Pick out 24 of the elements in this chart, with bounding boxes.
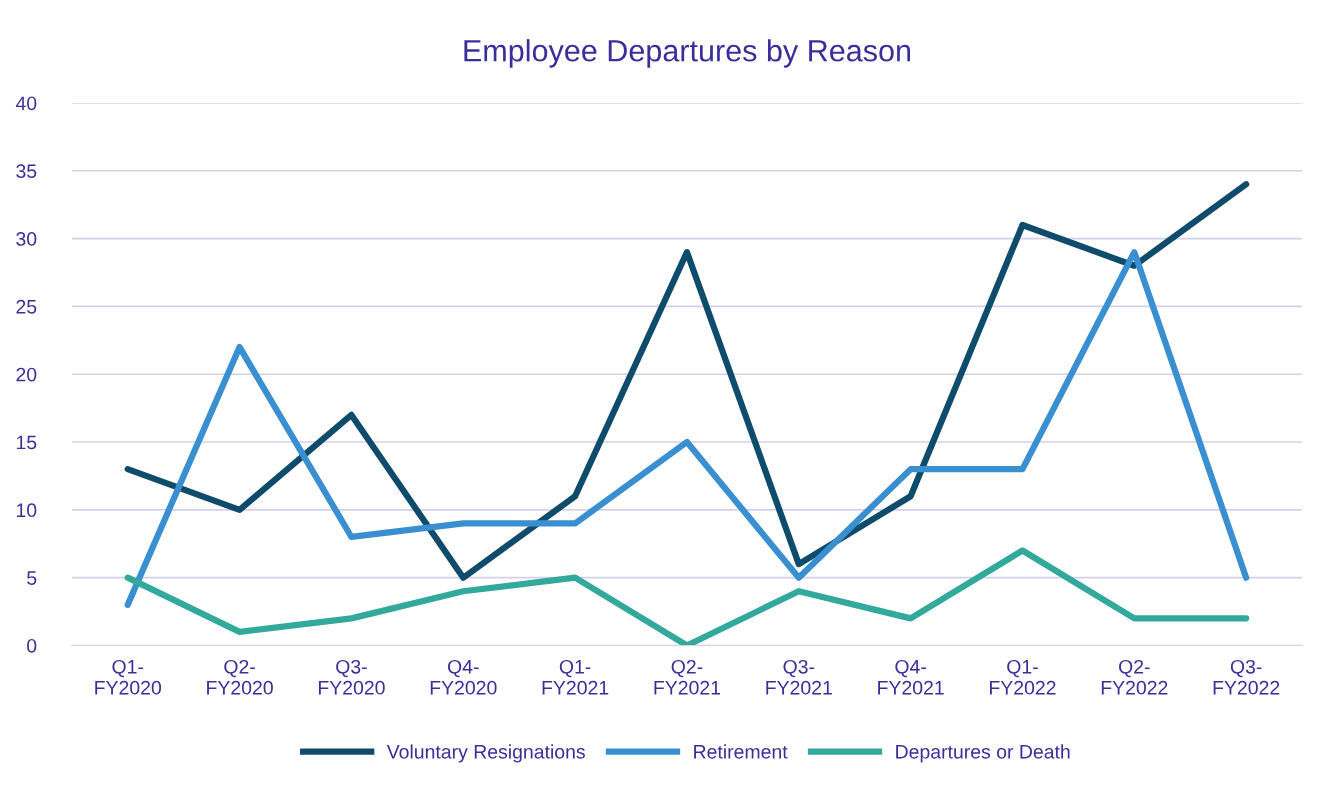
x-tick-label: Q3- FY2022 [1213,659,1280,695]
y-tick-label: 40 [15,96,37,111]
x-tick-label: Q2- FY2021 [654,659,721,695]
x-tick-label: Q1- FY2022 [990,659,1056,695]
y-tick-label: 35 [16,164,37,179]
y-tick-label: 0 [27,638,37,653]
x-tick-label: Q3- FY2021 [766,659,832,695]
chart-title: Employee Departures by Reason [464,39,911,68]
legend-label: Voluntary Resignations [386,744,585,763]
y-tick-label: 10 [16,503,37,518]
legend-label: Retirement [694,744,788,759]
y-tick-label: 20 [16,367,37,382]
x-tick-label: Q2- FY2022 [1101,659,1168,695]
x-tick-label: Q4- FY2021 [878,659,944,695]
y-tick-label: 15 [16,435,37,450]
x-tick-label: Q3- FY2020 [318,659,385,695]
x-tick-label: Q2- FY2020 [207,659,273,695]
x-tick-label: Q4- FY2020 [430,659,497,695]
y-tick-label: 25 [16,299,37,314]
legend-label: Departures or Death [896,744,1070,763]
x-tick-label: Q1- FY2021 [542,659,609,695]
x-tick-label: Q1- FY2020 [95,659,162,695]
y-tick-label: 5 [27,571,37,585]
y-tick-label: 30 [16,232,37,246]
